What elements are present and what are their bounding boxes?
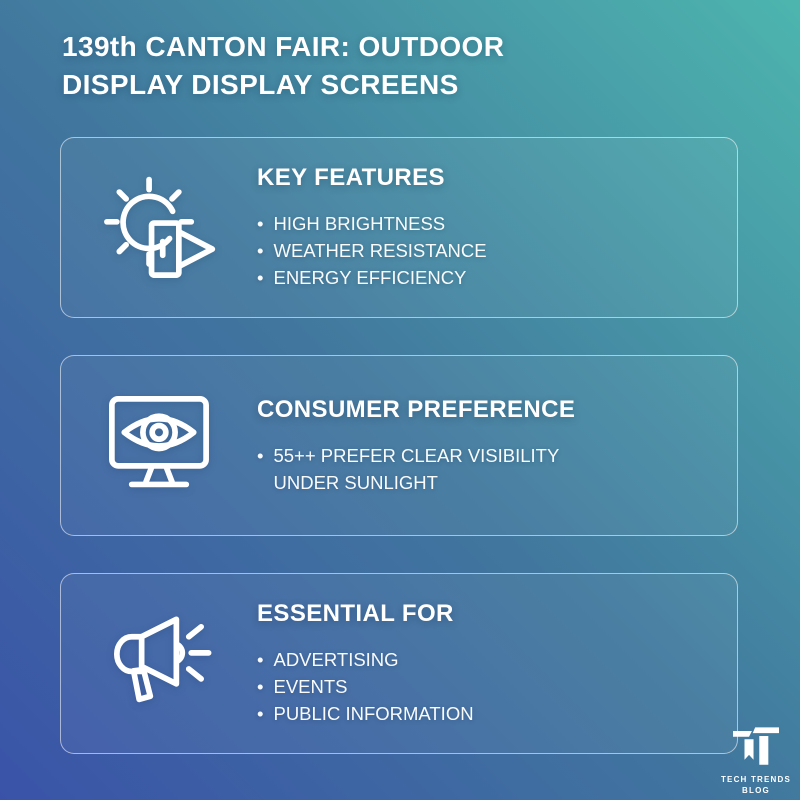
list-item: • ADVERTISING xyxy=(257,649,399,670)
card-heading: KEY FEATURES xyxy=(257,164,445,191)
page-title-line1: 139th CANTON FAIR: OUTDOOR xyxy=(62,31,505,62)
list-item: • HIGH BRIGHTNESS xyxy=(257,213,446,234)
sun-display-icon xyxy=(97,166,221,290)
brand-name-line1: TECH TRENDS xyxy=(720,775,792,784)
megaphone-icon xyxy=(97,602,221,726)
bullet-list: • HIGH BRIGHTNESS • WEATHER RESISTANCE • EN… xyxy=(257,210,721,291)
list-item: • WEATHER RESISTANCE xyxy=(257,240,487,261)
card-heading: ESSENTIAL FOR xyxy=(257,600,454,627)
card-consumer-preference: CONSUMER PREFERENCE • 55++ PREFER CLEAR V… xyxy=(60,355,738,536)
page-title-line2: DISPLAY DISPLAY SCREENS xyxy=(62,69,459,100)
bullet-list: • ADVERTISING • EVENTS • PUBLIC INFORMATION xyxy=(257,646,721,727)
bullet-list: • 55++ PREFER CLEAR VISIBILITY UNDER SUNL… xyxy=(257,442,721,496)
brand-name-line2: BLOG xyxy=(742,786,770,795)
brand-name: TECH TRENDS BLOG xyxy=(721,774,791,796)
tech-trends-logo-icon xyxy=(727,722,785,768)
list-item: • 55++ PREFER CLEAR VISIBILITY UNDER SUNL… xyxy=(257,444,559,493)
card-key-features: KEY FEATURES • HIGH BRIGHTNESS • WEATHER R… xyxy=(60,137,738,318)
list-item: • PUBLIC INFORMATION xyxy=(257,703,474,724)
card-essential-for: ESSENTIAL FOR • ADVERTISING • EVENTS • PUBL… xyxy=(60,573,738,754)
card-heading: CONSUMER PREFERENCE xyxy=(257,395,576,423)
monitor-eye-icon xyxy=(97,384,221,508)
list-item: • ENERGY EFFICIENCY xyxy=(257,267,467,288)
page-title: 139th CANTON FAIR: OUTDOOR DISPLAY DISPL… xyxy=(62,28,622,104)
list-item: • EVENTS xyxy=(257,676,348,697)
brand-logo: TECH TRENDS BLOG xyxy=(710,722,800,796)
